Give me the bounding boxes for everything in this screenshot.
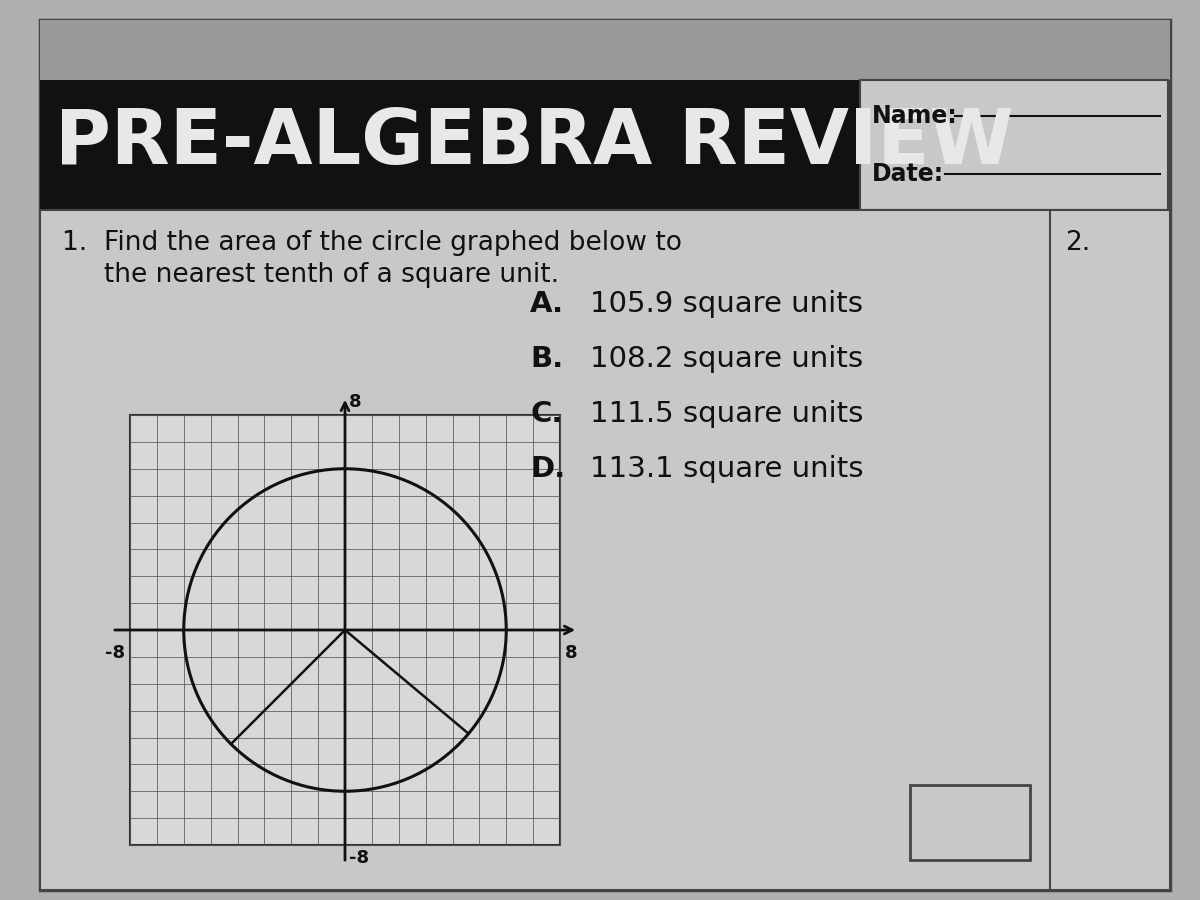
- Text: C.: C.: [530, 400, 563, 428]
- Text: D.: D.: [530, 455, 565, 483]
- Text: A.: A.: [530, 290, 564, 318]
- Text: 108.2 square units: 108.2 square units: [590, 345, 863, 373]
- FancyBboxPatch shape: [860, 80, 1168, 210]
- FancyBboxPatch shape: [40, 210, 1170, 890]
- FancyBboxPatch shape: [40, 20, 1170, 890]
- Text: Name:: Name:: [872, 104, 958, 129]
- Text: B.: B.: [530, 345, 563, 373]
- Text: Date:: Date:: [872, 162, 944, 185]
- FancyBboxPatch shape: [40, 80, 860, 210]
- Text: 8: 8: [349, 393, 361, 411]
- Text: PRE-ALGEBRA REVIEW: PRE-ALGEBRA REVIEW: [55, 106, 1014, 180]
- Text: 1.  Find the area of the circle graphed below to: 1. Find the area of the circle graphed b…: [62, 230, 682, 256]
- FancyBboxPatch shape: [910, 785, 1030, 860]
- Text: -8: -8: [104, 644, 125, 662]
- FancyBboxPatch shape: [40, 20, 1170, 80]
- Text: 105.9 square units: 105.9 square units: [590, 290, 863, 318]
- Text: 111.5 square units: 111.5 square units: [590, 400, 863, 428]
- FancyBboxPatch shape: [130, 415, 560, 845]
- Text: 113.1 square units: 113.1 square units: [590, 455, 864, 483]
- Text: 2.: 2.: [1066, 230, 1091, 256]
- Text: -8: -8: [349, 849, 370, 867]
- Text: 8: 8: [565, 644, 577, 662]
- Text: the nearest tenth of a square unit.: the nearest tenth of a square unit.: [62, 262, 559, 288]
